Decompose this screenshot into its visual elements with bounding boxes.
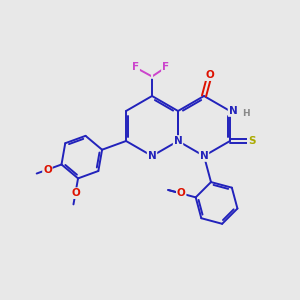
Text: F: F bbox=[162, 62, 169, 73]
Text: H: H bbox=[243, 109, 250, 118]
Text: O: O bbox=[43, 165, 52, 175]
Text: O: O bbox=[71, 188, 80, 198]
Text: N: N bbox=[200, 151, 208, 161]
Text: N: N bbox=[148, 151, 156, 161]
Text: O: O bbox=[205, 70, 214, 80]
Text: N: N bbox=[174, 136, 182, 146]
Text: N: N bbox=[229, 106, 237, 116]
Text: O: O bbox=[177, 188, 186, 199]
Text: S: S bbox=[248, 136, 255, 146]
Text: F: F bbox=[132, 62, 139, 73]
